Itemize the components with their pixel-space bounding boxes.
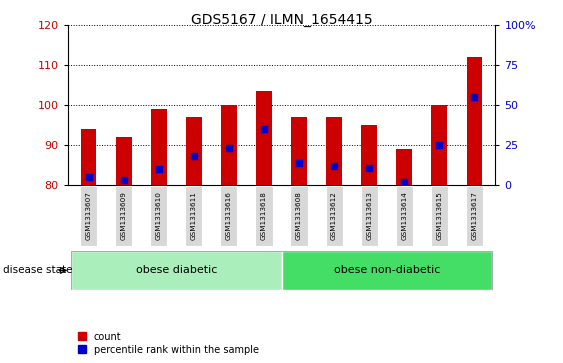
Text: GSM1313616: GSM1313616 — [226, 192, 232, 240]
Bar — [361, 125, 377, 185]
Bar — [467, 57, 482, 185]
Text: GSM1313608: GSM1313608 — [296, 192, 302, 240]
Text: GSM1313609: GSM1313609 — [120, 192, 127, 240]
FancyBboxPatch shape — [396, 186, 413, 246]
Bar — [151, 109, 167, 185]
Text: GSM1313612: GSM1313612 — [331, 192, 337, 240]
FancyBboxPatch shape — [325, 186, 343, 246]
Point — [365, 165, 374, 171]
Legend: count, percentile rank within the sample: count, percentile rank within the sample — [78, 331, 258, 355]
FancyBboxPatch shape — [431, 186, 448, 246]
FancyBboxPatch shape — [256, 186, 272, 246]
Point — [400, 179, 409, 185]
FancyBboxPatch shape — [115, 186, 132, 246]
FancyBboxPatch shape — [466, 186, 483, 246]
Text: obese diabetic: obese diabetic — [136, 265, 217, 276]
Point — [294, 160, 303, 166]
Bar — [256, 91, 272, 185]
FancyBboxPatch shape — [80, 186, 97, 246]
Text: GSM1313618: GSM1313618 — [261, 192, 267, 240]
Point — [84, 174, 93, 180]
Text: GDS5167 / ILMN_1654415: GDS5167 / ILMN_1654415 — [191, 13, 372, 27]
Bar — [431, 105, 447, 185]
Text: disease state: disease state — [3, 265, 72, 276]
Text: GSM1313610: GSM1313610 — [156, 192, 162, 240]
Point — [225, 146, 234, 151]
Point — [470, 94, 479, 100]
Point — [189, 154, 198, 159]
Text: GSM1313607: GSM1313607 — [86, 192, 92, 240]
Point — [260, 126, 269, 132]
Bar — [186, 117, 202, 185]
FancyBboxPatch shape — [291, 186, 307, 246]
Text: GSM1313613: GSM1313613 — [366, 192, 372, 240]
Point — [435, 142, 444, 148]
FancyBboxPatch shape — [150, 186, 167, 246]
Bar — [291, 117, 307, 185]
FancyBboxPatch shape — [282, 251, 492, 290]
FancyBboxPatch shape — [360, 186, 378, 246]
Text: GSM1313611: GSM1313611 — [191, 192, 197, 240]
Text: obese non-diabetic: obese non-diabetic — [333, 265, 440, 276]
FancyBboxPatch shape — [220, 186, 238, 246]
Bar — [221, 105, 237, 185]
Text: GSM1313615: GSM1313615 — [436, 192, 443, 240]
Point — [329, 163, 338, 169]
Point — [119, 178, 128, 183]
FancyBboxPatch shape — [71, 251, 282, 290]
Text: GSM1313614: GSM1313614 — [401, 192, 407, 240]
Bar — [326, 117, 342, 185]
Bar — [396, 149, 412, 185]
FancyBboxPatch shape — [185, 186, 203, 246]
Point — [154, 166, 163, 172]
Bar — [116, 137, 132, 185]
Text: GSM1313617: GSM1313617 — [471, 192, 477, 240]
Bar — [81, 129, 96, 185]
